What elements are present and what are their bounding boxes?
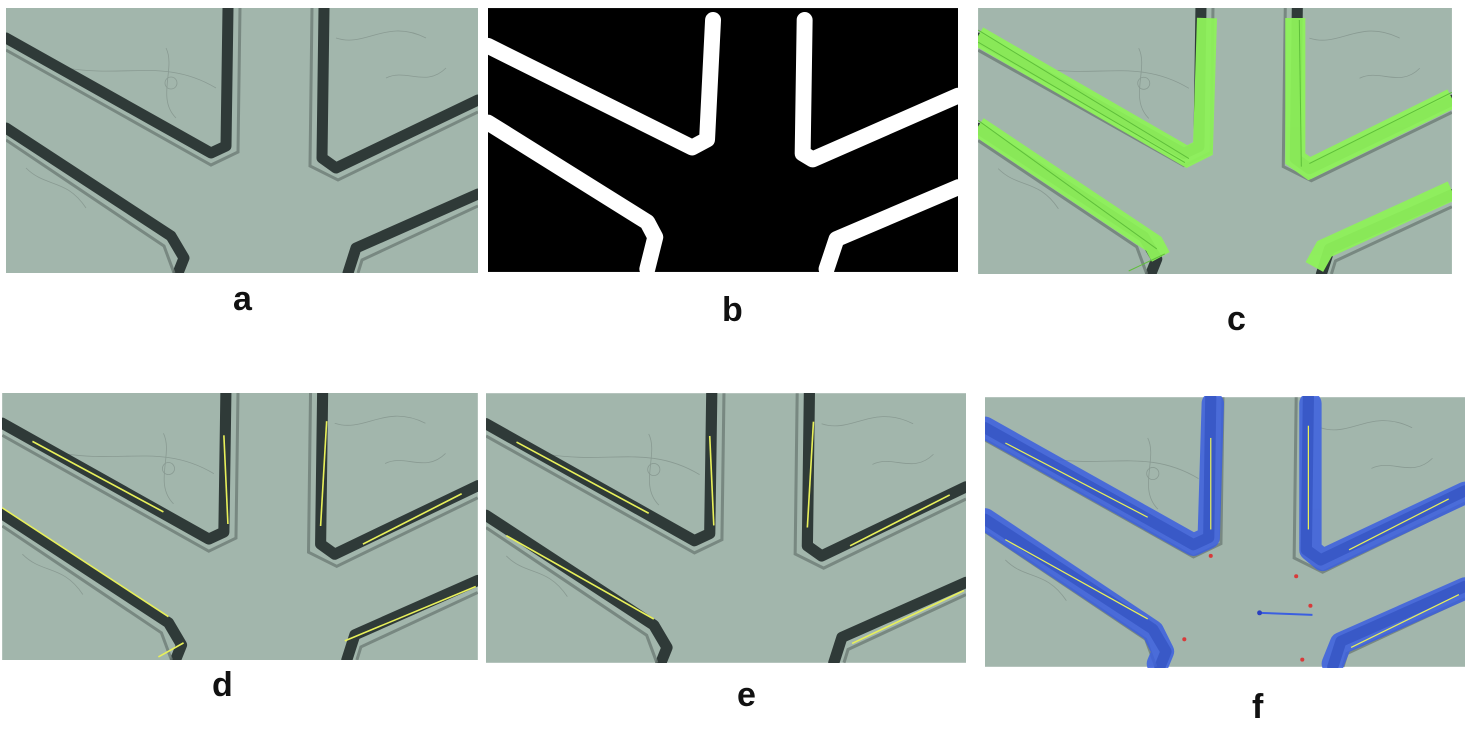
panel-d: [2, 393, 478, 660]
panel-e: [486, 393, 966, 663]
micrograph-a: [6, 8, 478, 273]
panel-label-a: a: [233, 280, 252, 318]
line-overlay-e: [486, 393, 966, 663]
line-overlay-d: [2, 393, 478, 660]
panel-a: [6, 8, 478, 273]
green-overlay-c: [978, 8, 1452, 274]
panel-c: [978, 8, 1452, 274]
panel-label-b: b: [722, 291, 743, 329]
panel-label-e: e: [737, 676, 756, 714]
blue-overlay-f: [985, 396, 1465, 668]
panel-label-d: d: [212, 666, 233, 704]
panel-f: [985, 396, 1465, 668]
panel-label-f: f: [1252, 688, 1264, 726]
panel-label-c: c: [1227, 300, 1246, 338]
panel-b: [488, 8, 958, 272]
binary-mask-b: [488, 8, 958, 272]
